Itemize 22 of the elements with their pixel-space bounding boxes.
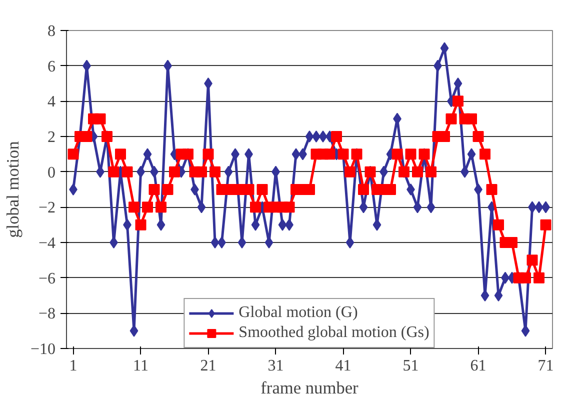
y-tick-label: −6 (38, 270, 56, 288)
x-tick-label: 51 (402, 358, 419, 374)
x-tick-label: 1 (69, 358, 78, 374)
x-tick-label: 11 (133, 358, 148, 374)
legend-label: Global motion (G) (238, 304, 358, 322)
x-tick-label: 41 (335, 358, 352, 374)
y-tick-label: −4 (38, 235, 56, 252)
x-axis-title: frame number (260, 378, 359, 398)
y-tick-label: 0 (48, 164, 56, 182)
legend-label: Smoothed global motion (Gs) (238, 324, 430, 342)
y-tick-label: 2 (48, 129, 56, 146)
x-tick-label: 31 (268, 358, 284, 374)
x-tick-label: 61 (470, 358, 486, 374)
y-tick-label: 6 (48, 58, 56, 76)
x-tick-label: 21 (200, 358, 216, 374)
y-tick-label: −2 (38, 200, 56, 217)
y-axis-title: global motion (3, 140, 22, 238)
y-tick-label: 8 (48, 23, 56, 40)
y-tick-label: 4 (48, 94, 56, 111)
y-tick-label: −8 (38, 306, 56, 323)
y-tick-label: −10 (30, 341, 56, 358)
x-tick-label: 71 (538, 358, 554, 374)
